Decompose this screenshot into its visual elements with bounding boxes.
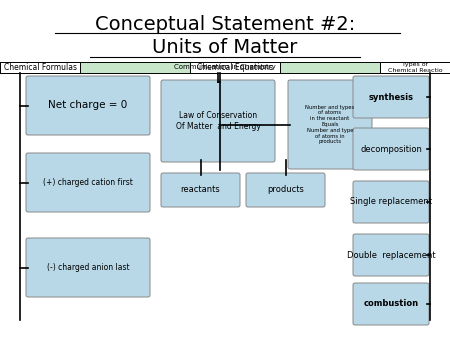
Text: synthesis: synthesis — [369, 93, 414, 101]
FancyBboxPatch shape — [288, 80, 372, 169]
Text: Double  replacement: Double replacement — [346, 250, 435, 260]
Text: Net charge = 0: Net charge = 0 — [49, 100, 128, 111]
FancyBboxPatch shape — [353, 76, 429, 118]
Text: reactants: reactants — [180, 186, 220, 194]
FancyBboxPatch shape — [353, 234, 429, 276]
Bar — [0, 62, 450, 73]
Text: Types of
Chemical Reactio: Types of Chemical Reactio — [388, 62, 442, 73]
Text: Chemical Formulas: Chemical Formulas — [4, 63, 76, 72]
FancyBboxPatch shape — [161, 173, 240, 207]
Text: Chemical Equations: Chemical Equations — [197, 63, 273, 72]
FancyBboxPatch shape — [353, 181, 429, 223]
Text: (-) charged anion last: (-) charged anion last — [47, 263, 129, 272]
Text: Number and types
of atoms
in the reactant
Equals
Number and type
of atoms in
pro: Number and types of atoms in the reactan… — [306, 104, 355, 144]
Bar — [380, 62, 450, 73]
Text: (+) charged cation first: (+) charged cation first — [43, 178, 133, 187]
FancyBboxPatch shape — [26, 153, 150, 212]
Bar — [0, 62, 80, 73]
Text: Communication in Chemistry: Communication in Chemistry — [174, 65, 276, 71]
Text: combustion: combustion — [364, 299, 418, 309]
Text: decomposition: decomposition — [360, 145, 422, 153]
Text: products: products — [267, 186, 304, 194]
Text: Units of Matter: Units of Matter — [152, 38, 298, 57]
Bar — [190, 62, 280, 73]
Text: Law of Conservation
Of Matter  and Energy: Law of Conservation Of Matter and Energy — [176, 111, 261, 131]
FancyBboxPatch shape — [26, 238, 150, 297]
FancyBboxPatch shape — [353, 283, 429, 325]
FancyBboxPatch shape — [353, 128, 429, 170]
FancyBboxPatch shape — [161, 80, 275, 162]
Text: Conceptual Statement #2:: Conceptual Statement #2: — [95, 15, 355, 34]
Text: Single replacement: Single replacement — [350, 197, 432, 207]
FancyBboxPatch shape — [246, 173, 325, 207]
FancyBboxPatch shape — [26, 76, 150, 135]
